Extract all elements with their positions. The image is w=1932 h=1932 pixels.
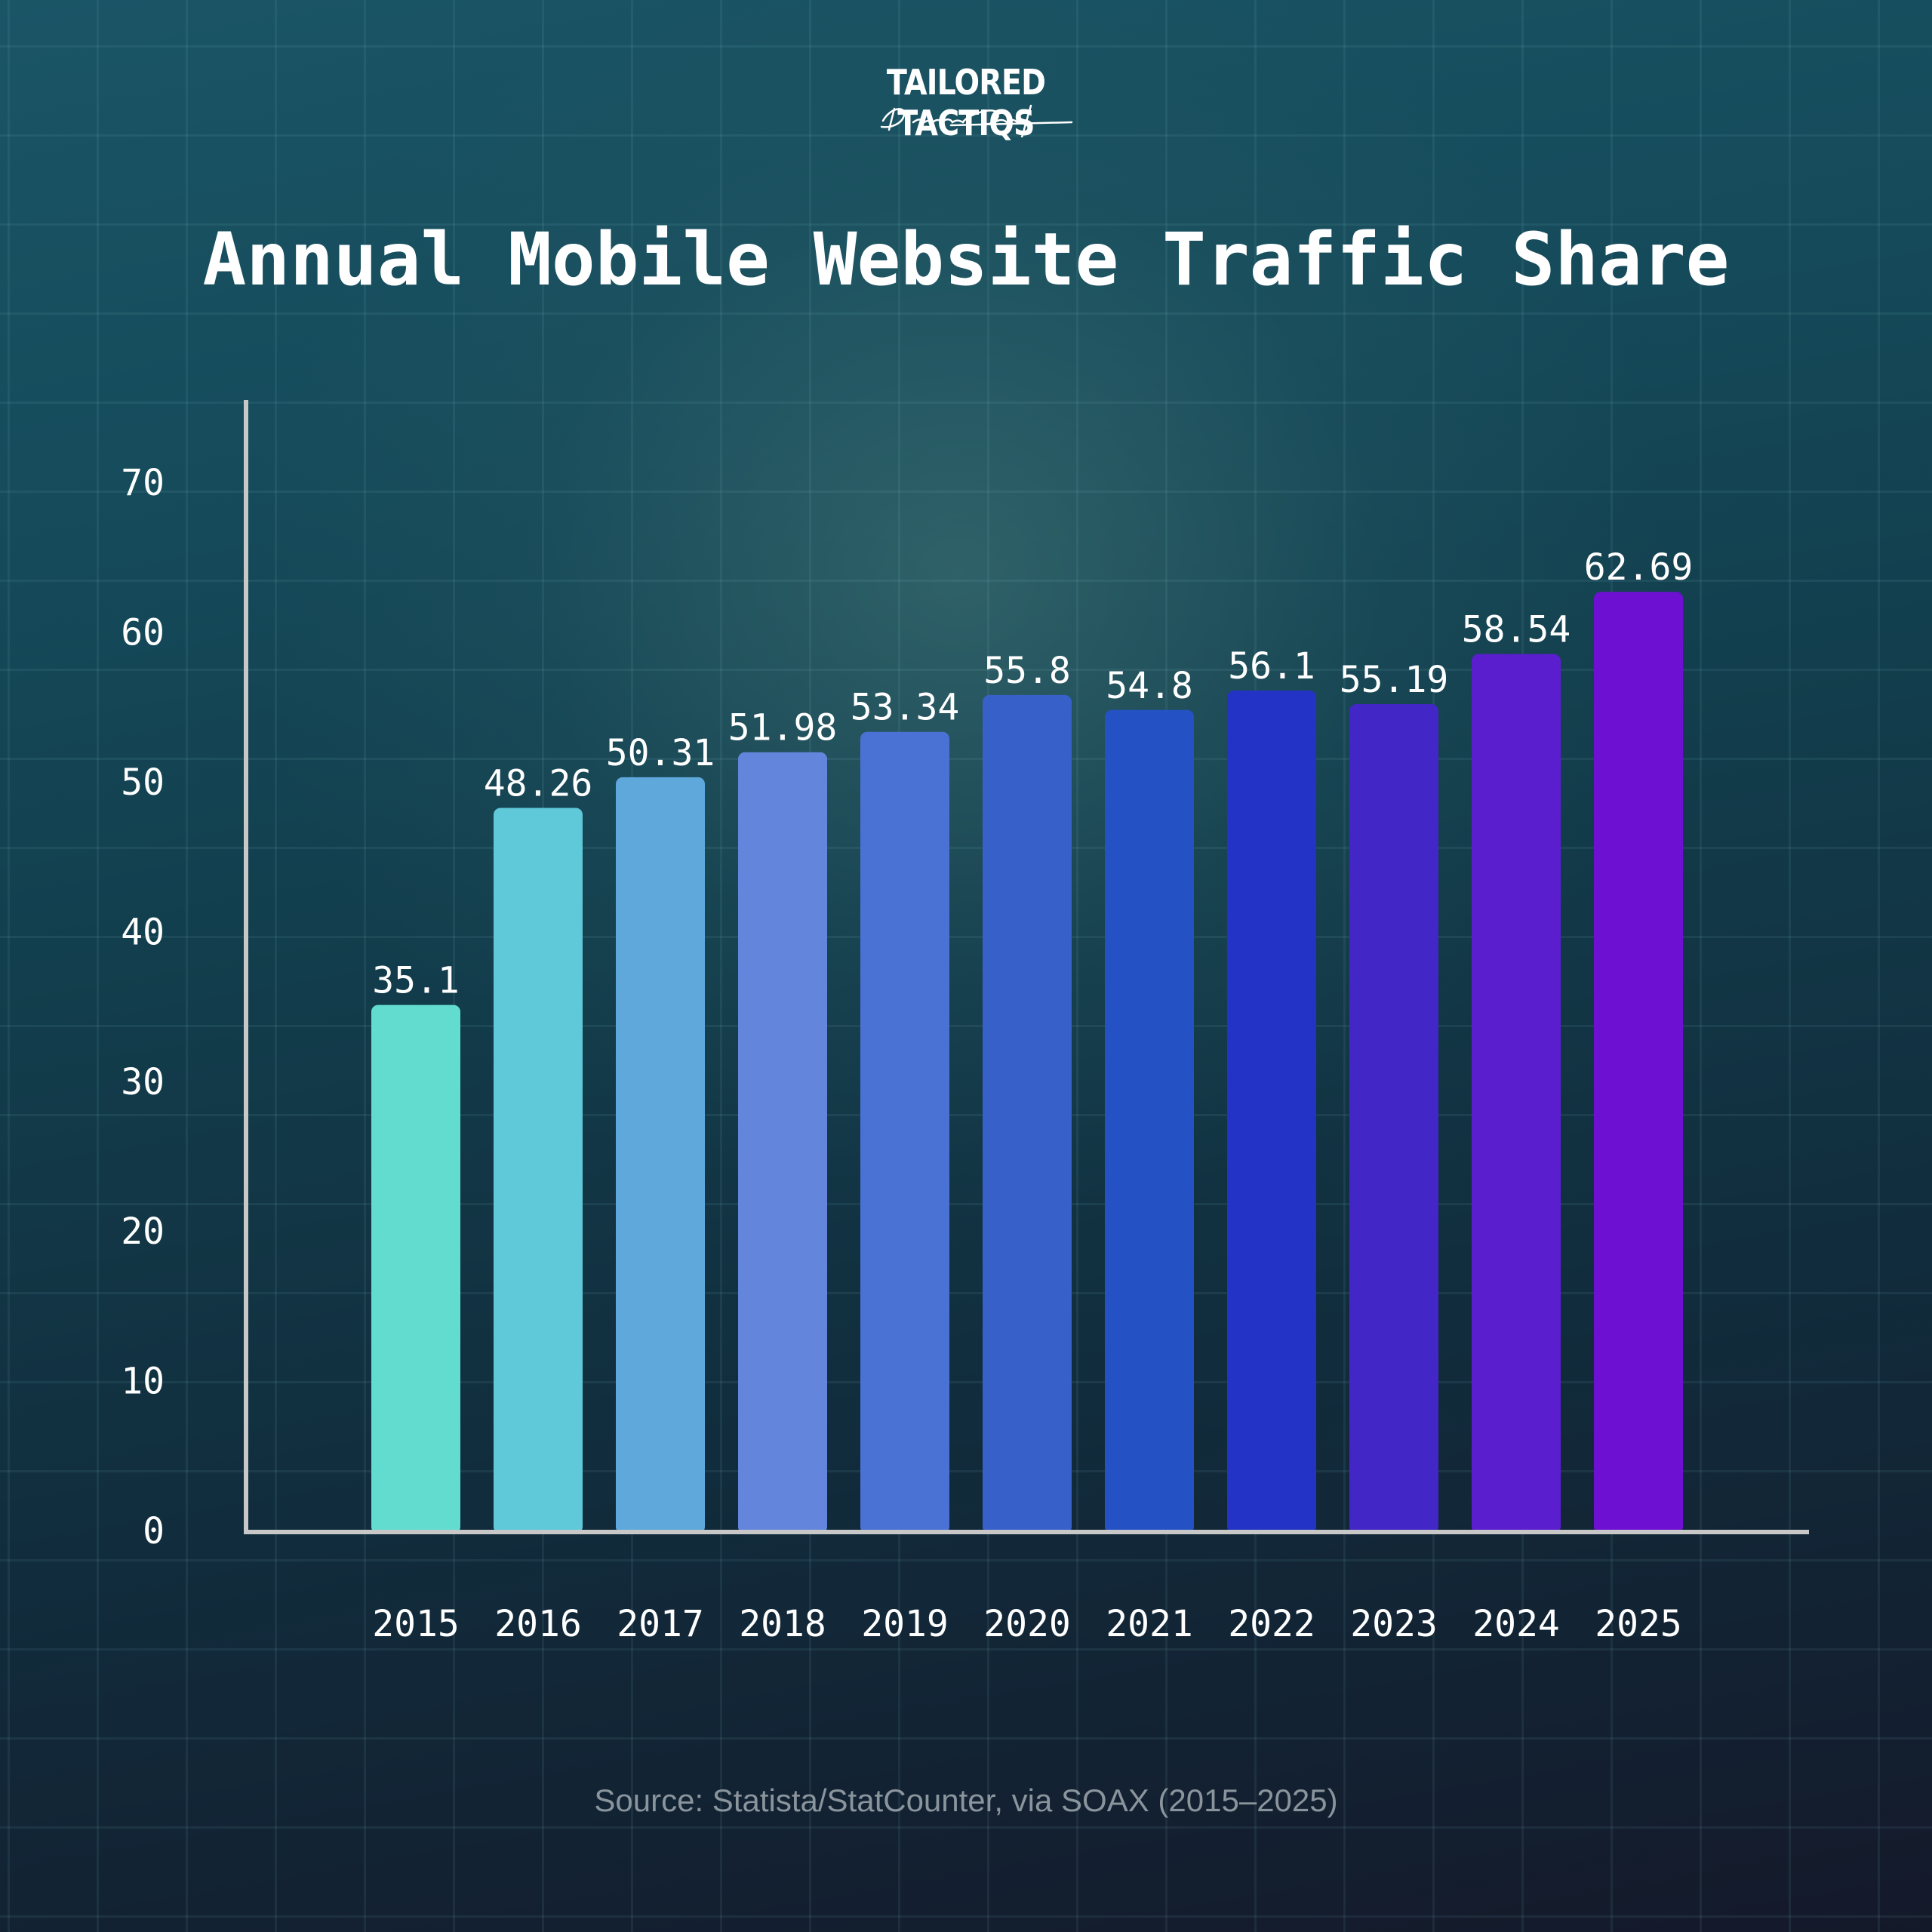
data-labels: 35.1 48.26 50.31 51.98 53.34 55.8 54.8 56.1 55.1… <box>372 546 1693 1001</box>
x-tick-label: 2015 <box>372 1603 460 1645</box>
x-tick-label: 2022 <box>1228 1603 1315 1645</box>
value-label-2017: 50.31 <box>606 732 715 774</box>
value-label-2015: 35.1 <box>372 960 460 1002</box>
brand-logo: TAILORED TACTIQS <box>815 62 1117 143</box>
x-tick-label: 2016 <box>494 1603 582 1645</box>
y-tick-label: 40 <box>121 911 165 953</box>
x-tick-label: 2021 <box>1106 1603 1193 1645</box>
bar-2022 <box>1227 690 1316 1534</box>
bar-2018 <box>738 752 827 1534</box>
value-label-2023: 55.19 <box>1340 659 1449 701</box>
value-label-2021: 54.8 <box>1106 665 1193 707</box>
x-tick-label: 2025 <box>1595 1603 1682 1645</box>
bar-2020 <box>983 694 1072 1534</box>
chart-source: Source: Statista/StatCounter, via SOAX (… <box>594 1783 1338 1818</box>
brand-signature <box>880 104 1073 137</box>
x-tick-label: 2017 <box>617 1603 704 1645</box>
bar-2021 <box>1105 709 1194 1534</box>
y-tick-label: 70 <box>121 462 165 504</box>
y-axis-ticks: 0 10 20 30 40 50 60 70 <box>121 462 165 1552</box>
y-tick-label: 20 <box>121 1211 165 1253</box>
bar-2025 <box>1594 592 1683 1534</box>
bar-2015 <box>371 1004 460 1534</box>
bar-2016 <box>494 808 583 1534</box>
x-axis-ticks: 2015 2016 2017 2018 2019 2020 2021 2022 2023 2024… <box>372 1603 1682 1645</box>
y-tick-label: 10 <box>121 1361 165 1403</box>
value-label-2020: 55.8 <box>983 650 1071 692</box>
x-tick-label: 2020 <box>983 1603 1071 1645</box>
x-tick-label: 2018 <box>739 1603 826 1645</box>
x-tick-label: 2024 <box>1472 1603 1560 1645</box>
bars <box>371 592 1683 1534</box>
value-label-2024: 58.54 <box>1462 609 1571 651</box>
value-label-2019: 53.34 <box>851 687 960 729</box>
value-label-2025: 62.69 <box>1584 546 1694 589</box>
bar-2023 <box>1349 704 1438 1534</box>
x-tick-label: 2023 <box>1350 1603 1438 1645</box>
bar-2019 <box>860 731 949 1534</box>
value-label-2016: 48.26 <box>484 763 593 805</box>
y-tick-label: 0 <box>143 1510 165 1552</box>
bar-2017 <box>616 777 705 1534</box>
x-tick-label: 2019 <box>861 1603 949 1645</box>
y-tick-label: 50 <box>121 761 165 804</box>
value-label-2018: 51.98 <box>728 707 838 749</box>
value-label-2022: 56.1 <box>1228 645 1315 688</box>
bar-2024 <box>1472 654 1561 1534</box>
chart-title: Annual Mobile Website Traffic Share <box>202 217 1730 302</box>
y-tick-label: 30 <box>121 1061 165 1103</box>
y-tick-label: 60 <box>121 612 165 654</box>
